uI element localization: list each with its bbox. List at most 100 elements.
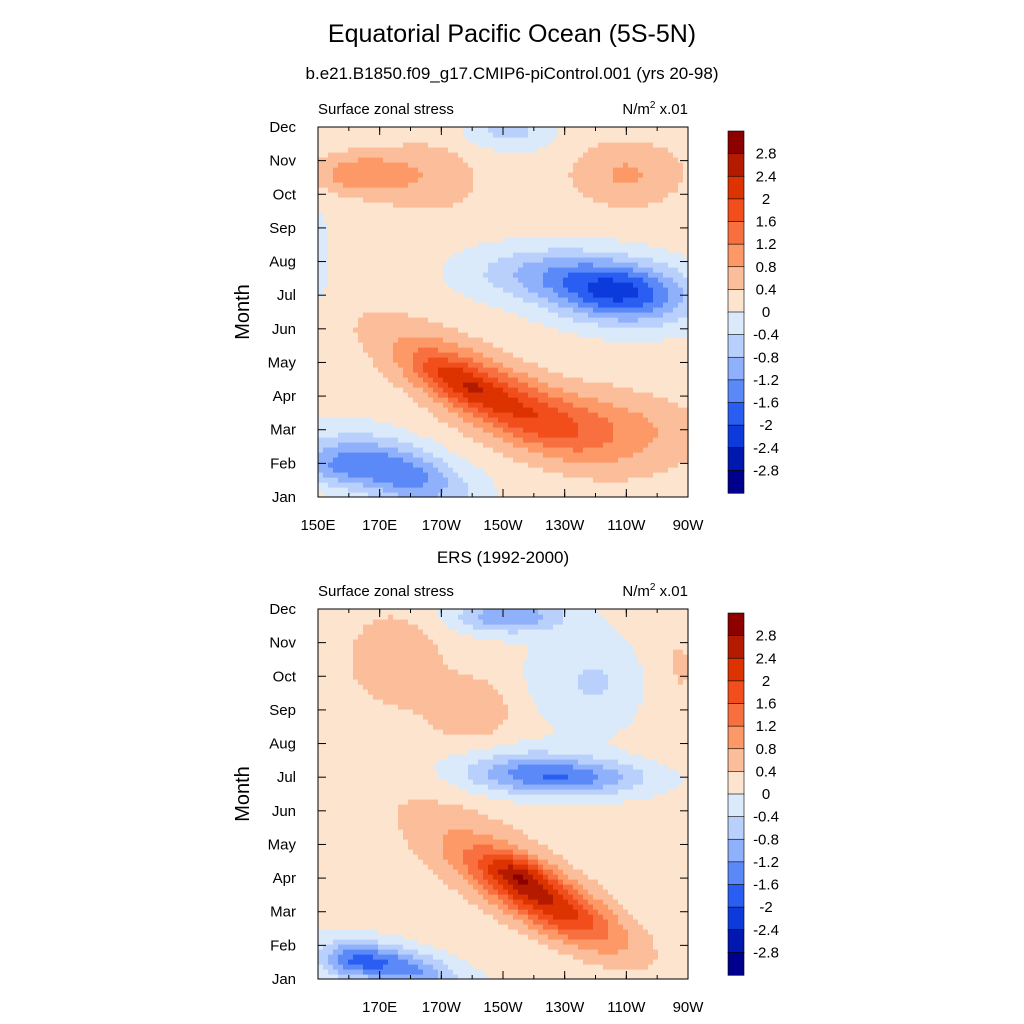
contour-cell: [348, 232, 354, 238]
contour-cell: [608, 342, 614, 348]
contour-cell: [513, 407, 519, 413]
contour-cell: [538, 207, 544, 213]
contour-cell: [323, 182, 329, 188]
contour-cell: [573, 427, 579, 433]
contour-cell: [373, 212, 379, 218]
contour-cell: [438, 462, 444, 468]
contour-cell: [353, 157, 359, 163]
contour-cell: [343, 277, 349, 283]
contour-cell: [603, 367, 609, 373]
contour-cell: [353, 302, 359, 308]
contour-cell: [463, 332, 469, 338]
contour-cell: [618, 347, 624, 353]
contour-cell: [383, 322, 389, 328]
contour-cell: [598, 147, 604, 153]
contour-cell: [418, 282, 424, 288]
contour-cell: [378, 417, 384, 423]
contour-cell: [468, 307, 474, 313]
contour-cell: [343, 222, 349, 228]
contour-cell: [573, 162, 579, 168]
contour-cell: [353, 477, 359, 483]
contour-cell: [343, 447, 349, 453]
contour-cell: [628, 367, 634, 373]
contour-cell: [403, 162, 409, 168]
contour-cell: [548, 287, 554, 293]
contour-cell: [348, 267, 354, 273]
contour-cell: [623, 442, 629, 448]
contour-cell: [333, 152, 339, 158]
contour-cell: [318, 492, 324, 498]
contour-cell: [473, 312, 479, 318]
contour-cell: [473, 277, 479, 283]
contour-cell: [448, 137, 454, 143]
contour-cell: [523, 222, 529, 228]
contour-cell: [558, 242, 564, 248]
contour-cell: [353, 237, 359, 243]
contour-cell: [603, 192, 609, 198]
contour-cell: [333, 332, 339, 338]
contour-cell: [613, 152, 619, 158]
contour-cell: [403, 362, 409, 368]
contour-cell: [593, 342, 599, 348]
contour-cell: [493, 477, 499, 483]
contour-cell: [363, 242, 369, 248]
contour-cell: [408, 462, 414, 468]
contour-cell: [448, 202, 454, 208]
contour-cell: [553, 432, 559, 438]
contour-cell: [633, 307, 639, 313]
contour-cell: [328, 287, 334, 293]
contour-cell: [363, 172, 369, 178]
contour-cell: [348, 447, 354, 453]
contour-cell: [643, 182, 649, 188]
contour-cell: [493, 367, 499, 373]
contour-cell: [473, 387, 479, 393]
contour-cell: [568, 382, 574, 388]
contour-cell: [628, 402, 634, 408]
contour-cell: [513, 272, 519, 278]
contour-cell: [548, 152, 554, 158]
contour-cell: [503, 342, 509, 348]
contour-cell: [383, 332, 389, 338]
contour-cell: [343, 152, 349, 158]
contour-cell: [623, 262, 629, 268]
contour-cell: [533, 352, 539, 358]
contour-cell: [438, 427, 444, 433]
contour-cell: [448, 377, 454, 383]
contour-cell: [588, 402, 594, 408]
contour-cell: [503, 357, 509, 363]
contour-cell: [428, 417, 434, 423]
contour-cell: [498, 282, 504, 288]
contour-cell: [433, 312, 439, 318]
contour-cell: [483, 387, 489, 393]
contour-cell: [318, 387, 324, 393]
contour-cell: [323, 437, 329, 443]
contour-cell: [423, 367, 429, 373]
contour-cell: [383, 202, 389, 208]
contour-cell: [553, 177, 559, 183]
contour-cell: [328, 472, 334, 478]
contour-cell: [483, 147, 489, 153]
contour-cell: [473, 157, 479, 163]
contour-cell: [448, 157, 454, 163]
contour-cell: [348, 377, 354, 383]
contour-cell: [468, 127, 474, 133]
contour-cell: [378, 182, 384, 188]
contour-cell: [393, 407, 399, 413]
contour-cell: [438, 242, 444, 248]
contour-cell: [423, 472, 429, 478]
contour-cell: [423, 277, 429, 283]
contour-cell: [588, 172, 594, 178]
contour-cell: [493, 472, 499, 478]
contour-cell: [618, 182, 624, 188]
contour-cell: [503, 447, 509, 453]
contour-cell: [488, 287, 494, 293]
contour-cell: [428, 292, 434, 298]
contour-cell: [518, 407, 524, 413]
contour-cell: [463, 152, 469, 158]
contour-cell: [378, 272, 384, 278]
contour-cell: [613, 177, 619, 183]
contour-cell: [493, 157, 499, 163]
contour-cell: [423, 327, 429, 333]
contour-cell: [473, 272, 479, 278]
contour-cell: [333, 272, 339, 278]
